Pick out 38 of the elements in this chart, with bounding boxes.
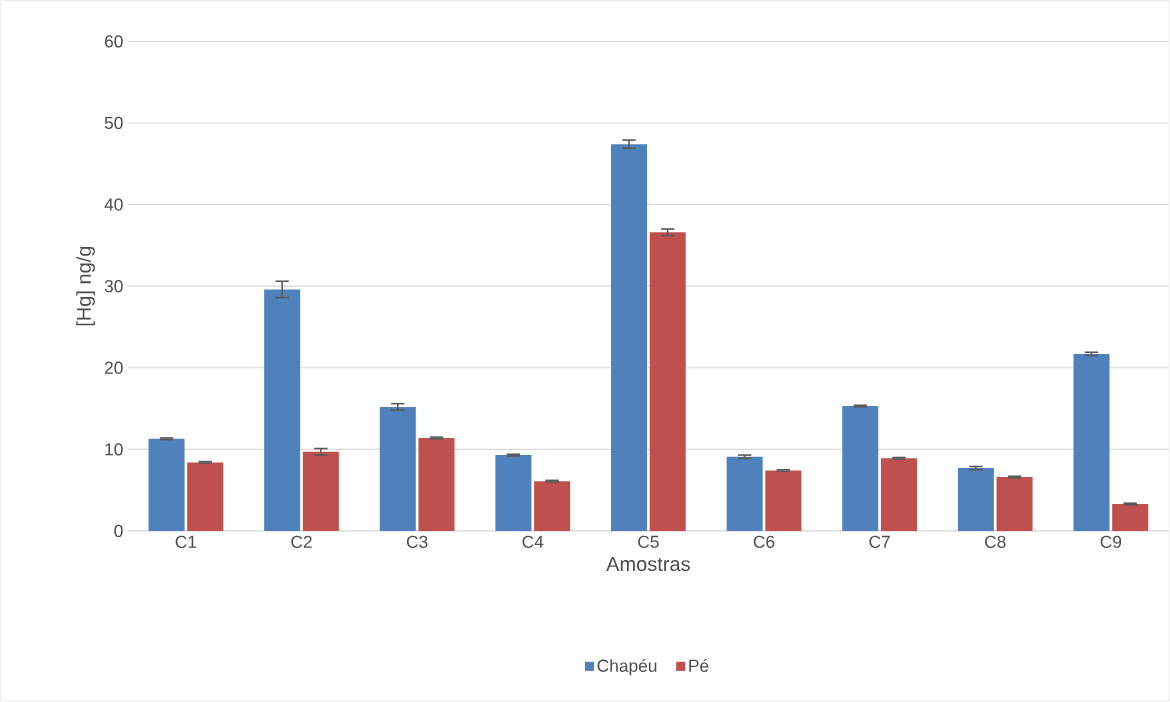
y-tick-label: 20 — [104, 361, 123, 375]
bar — [148, 438, 185, 532]
x-axis-title: Amostras — [606, 557, 690, 572]
x-tick-label: C7 — [869, 535, 890, 549]
legend-label: Chapéu — [597, 659, 657, 676]
bar — [534, 481, 571, 532]
x-tick-label: C4 — [522, 535, 544, 549]
bar — [1073, 354, 1110, 532]
y-tick-label: 30 — [104, 280, 123, 293]
y-tick-label: 0 — [114, 524, 123, 538]
bar — [842, 406, 879, 532]
x-tick-label: C6 — [753, 535, 775, 549]
y-axis-title: [Hg] ng/g — [76, 247, 95, 326]
bar — [187, 462, 224, 532]
bar — [649, 232, 686, 532]
bar — [495, 455, 532, 532]
y-tick-label: 40 — [104, 198, 123, 211]
x-tick-label: C1 — [175, 535, 197, 549]
bar — [765, 470, 802, 532]
bar — [996, 477, 1033, 532]
bar — [302, 451, 339, 532]
x-tick-label: C3 — [406, 535, 428, 549]
y-tick-label: 10 — [105, 443, 123, 456]
bar — [957, 468, 994, 532]
legend-label: Pé — [689, 659, 709, 673]
bar — [611, 144, 648, 532]
bar — [1112, 504, 1149, 532]
y-tick-label: 50 — [104, 116, 123, 130]
bar — [418, 438, 455, 532]
bar — [880, 458, 917, 532]
bar — [379, 407, 416, 532]
x-tick-label: C2 — [291, 535, 312, 549]
x-tick-label: C8 — [985, 535, 1006, 549]
y-tick-label: 60 — [104, 35, 123, 48]
bar — [264, 289, 301, 532]
bar — [726, 456, 763, 532]
x-tick-label: C9 — [1100, 535, 1122, 549]
x-tick-label: C5 — [638, 535, 659, 549]
